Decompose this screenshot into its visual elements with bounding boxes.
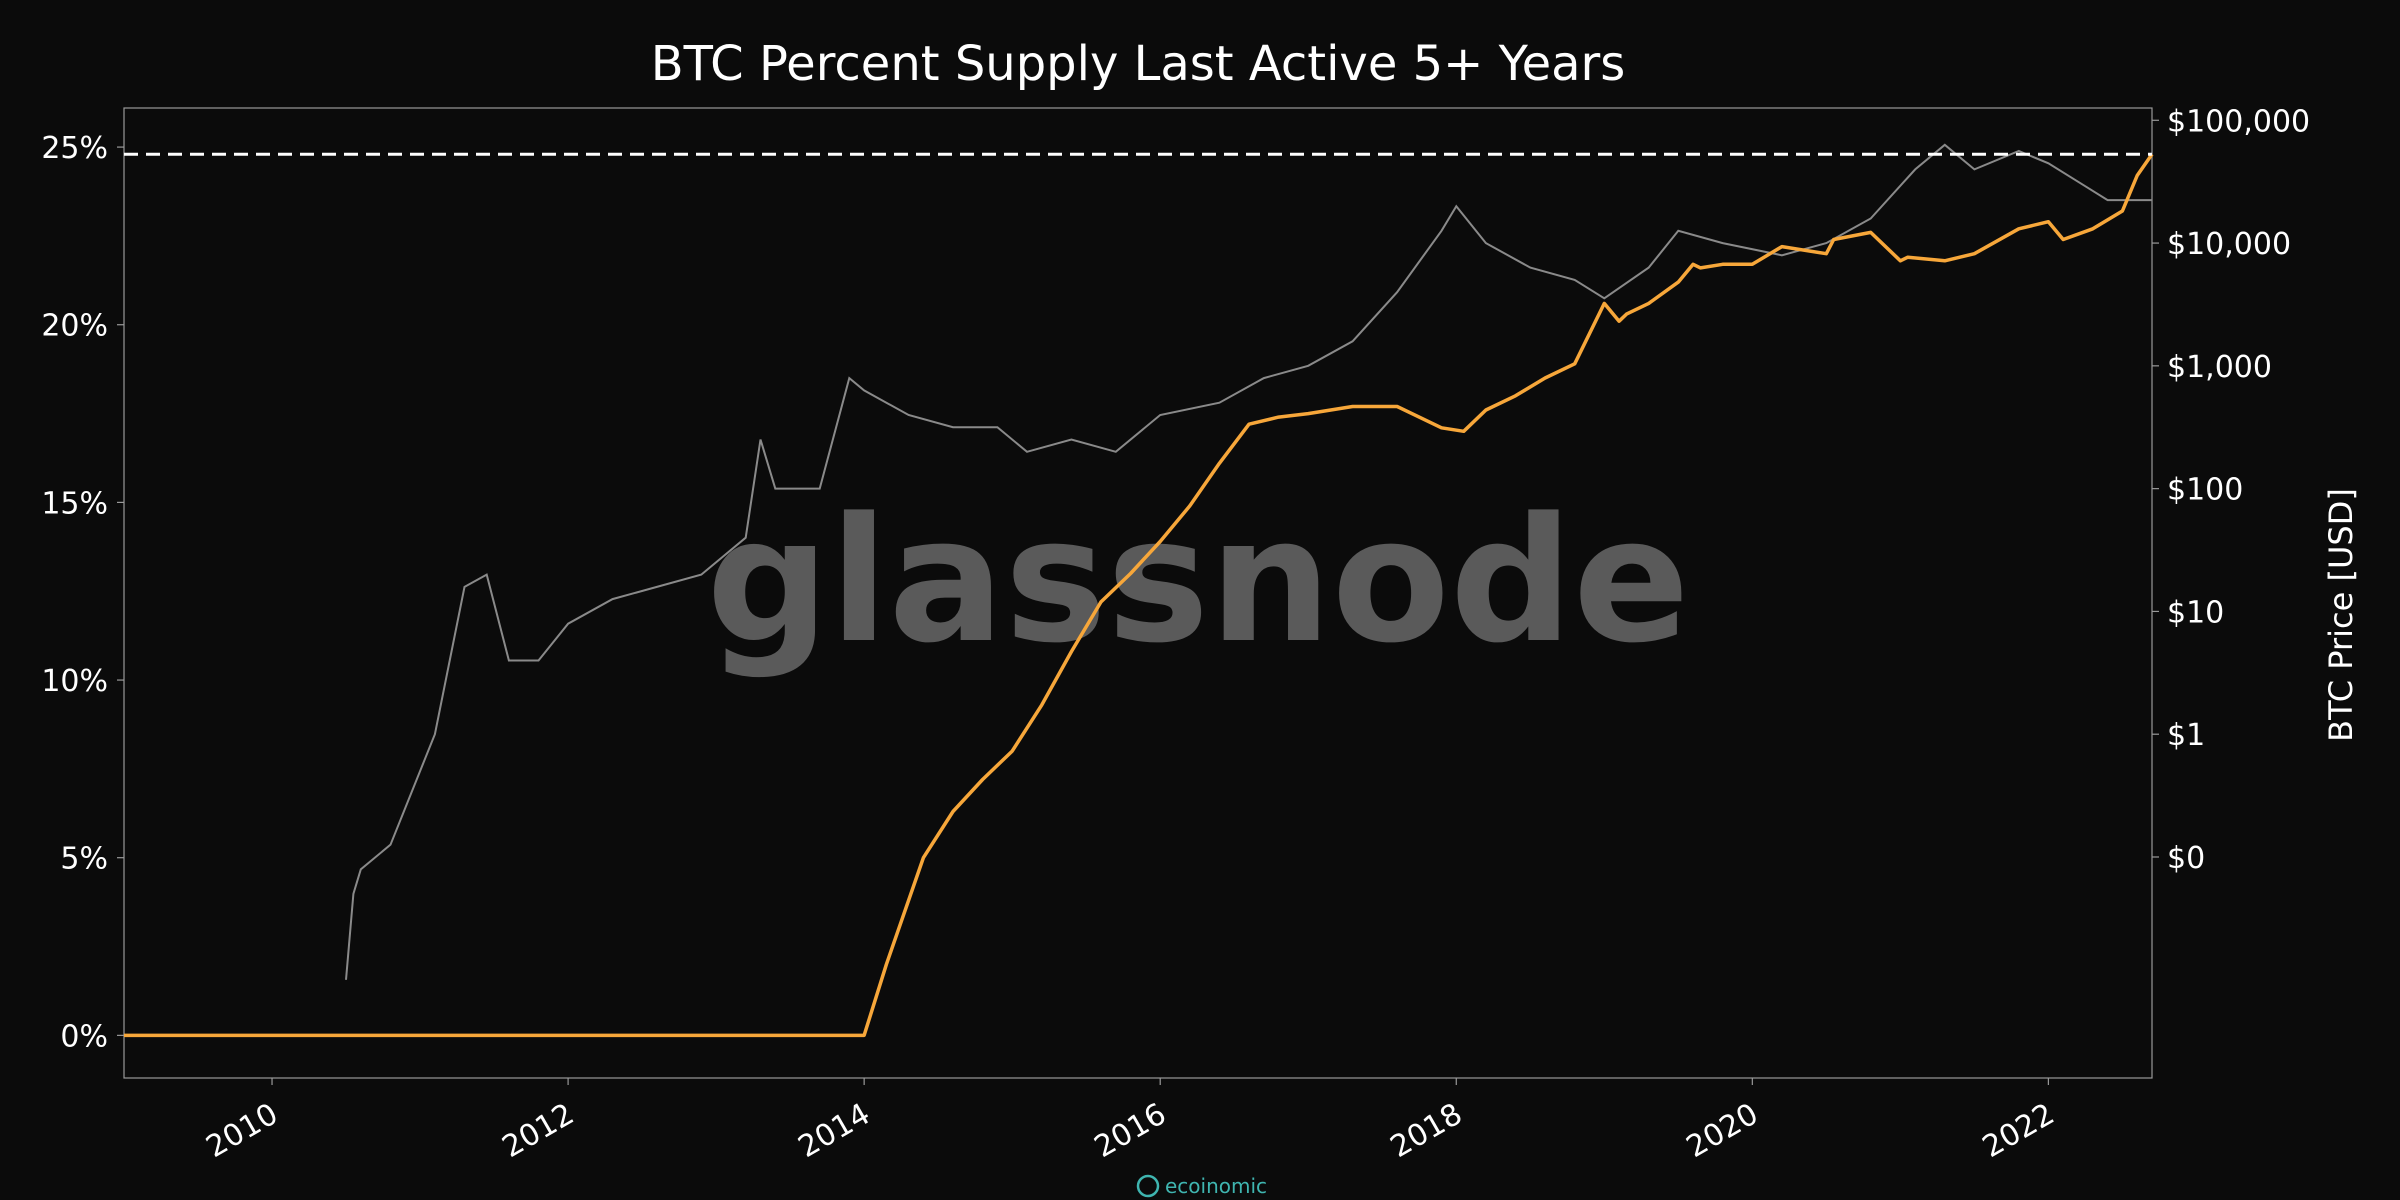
right-axis-label: BTC Price [USD]: [2322, 488, 2360, 742]
btc-price-series-line: [345, 143, 2152, 980]
left-tick-label: 5%: [60, 842, 108, 877]
footer-brand-text: ecoinomic: [1165, 1174, 1267, 1198]
right-tick-label: $10: [2167, 595, 2224, 630]
right-tick-label: $100,000: [2167, 104, 2310, 139]
chart-title: BTC Percent Supply Last Active 5+ Years: [651, 36, 1626, 92]
right-tick-label: $0: [2167, 841, 2205, 876]
right-tick-label: $1,000: [2167, 350, 2272, 385]
left-tick-label: 25%: [41, 131, 108, 166]
right-tick-label: $1: [2167, 718, 2205, 753]
ecoinomic-logo-icon: [1136, 1174, 1160, 1198]
left-tick-label: 15%: [41, 486, 108, 521]
right-tick-label: $100: [2167, 473, 2243, 508]
footer-brand: ecoinomic: [1136, 1174, 1267, 1198]
plot-frame: [123, 107, 2153, 1079]
watermark-text: glassnode: [706, 480, 1689, 681]
left-tick-label: 20%: [41, 309, 108, 344]
left-tick-label: 10%: [41, 664, 108, 699]
right-tick-label: $10,000: [2167, 227, 2291, 262]
left-tick-label: 0%: [60, 1019, 108, 1054]
supply-5y-series-line: [124, 153, 2154, 1038]
